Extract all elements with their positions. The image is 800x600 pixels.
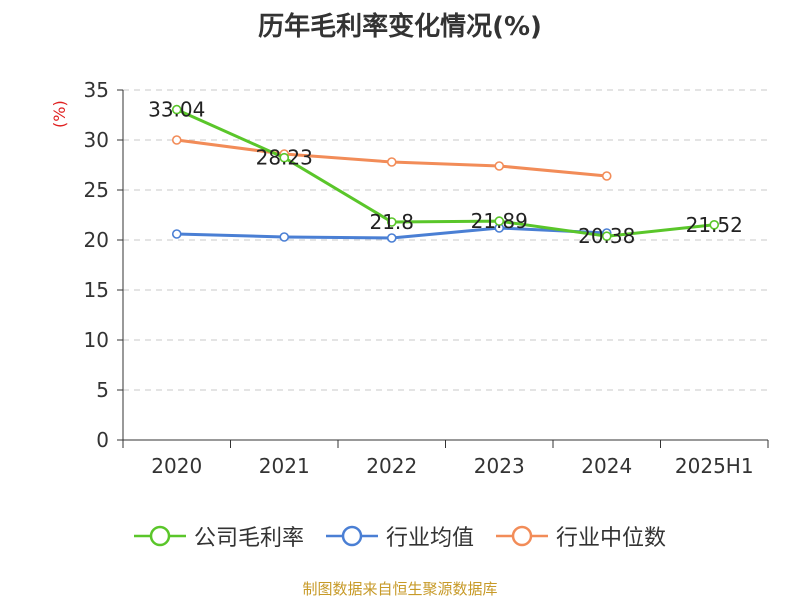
data-point [386,157,397,167]
data-label: 21.52 [686,213,743,237]
line-chart: 0 5 10 15 20 25 30 35 2020 2021 2022 2023 2024 2025H1… [84,78,769,478]
legend-item[interactable]: 公司毛利率 [133,520,304,552]
data-point [171,104,182,115]
y-tick-label: 10 [84,328,109,352]
data-point [494,161,505,171]
data-point [709,220,720,230]
legend-label: 行业均值 [385,526,474,551]
y-tick-label: 25 [84,178,109,202]
data-point [386,217,397,227]
legend-line-circle-icon [325,525,378,547]
x-tick-label: 2024 [581,454,632,478]
legend-label: 公司毛利率 [193,526,304,551]
legend-label: 行业中位数 [556,526,667,551]
data-point [279,152,290,163]
data-point [601,171,612,181]
source-footer: 制图数据来自恒生聚源数据库 [302,580,498,598]
data-label: 21.8 [369,210,414,234]
legend-line-circle-icon [496,525,548,547]
y-tick-label: 0 [96,428,109,452]
x-tick-label: 2025H1 [675,454,754,478]
y-tick-label: 20 [84,228,109,252]
x-tick-label: 2021 [259,454,310,478]
axes: 0 5 10 15 20 25 30 35 2020 2021 2022 2023 2024 2025H1 [84,78,769,478]
chart-title: 历年毛利率变化情况(%) [258,12,542,42]
x-tick-label: 2020 [151,454,202,478]
data-point [171,229,182,239]
data-point [386,233,397,243]
data-label: 20.38 [578,224,635,248]
data-label: 28.23 [256,146,313,170]
grid-lines [123,89,768,391]
series-lines [171,104,720,243]
y-tick-label: 35 [84,78,109,102]
data-point [494,216,505,226]
y-tick-label: 30 [84,128,109,152]
data-point [171,135,182,145]
legend-line-circle-icon [133,525,186,547]
data-point [279,232,290,242]
y-tick-label: 5 [96,378,109,402]
data-point [601,231,612,241]
legend-item[interactable]: 行业中位数 [496,520,666,552]
x-tick-label: 2023 [474,454,525,478]
legend-item[interactable]: 行业均值 [325,520,474,552]
series-line [176,108,715,238]
data-labels: 33.04 28.23 21.8 21.89 20.38 21.52 [148,98,743,249]
y-tick-label: 15 [84,278,109,302]
x-tick-label: 2022 [366,454,417,478]
data-label: 33.04 [148,98,205,122]
legend: 公司毛利率 行业均值 行业中位数 [0,520,800,552]
data-label: 21.89 [471,209,528,233]
